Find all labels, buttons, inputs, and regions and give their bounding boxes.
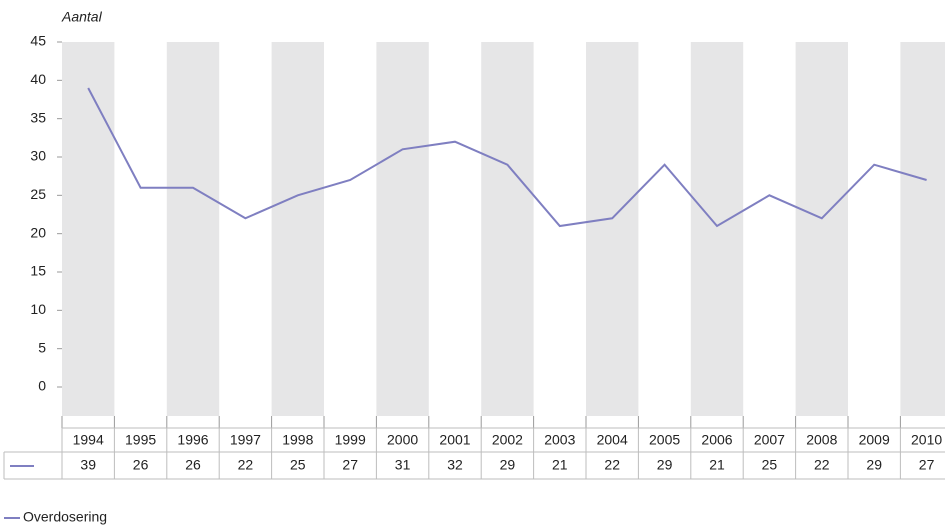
x-tick-label: 1999 [335, 432, 366, 448]
column-band [166, 42, 220, 416]
x-tick-label: 1996 [177, 432, 208, 448]
x-tick-label: 1995 [125, 432, 156, 448]
table-value: 27 [919, 457, 935, 473]
y-tick-label: 30 [30, 148, 46, 164]
x-tick-label: 2002 [492, 432, 523, 448]
table-value: 26 [133, 457, 149, 473]
table-value: 27 [342, 457, 358, 473]
y-tick-label: 25 [30, 186, 46, 202]
x-tick-label: 2007 [754, 432, 785, 448]
table-value: 22 [604, 457, 620, 473]
column-band [481, 42, 534, 416]
x-tick-label: 2001 [439, 432, 470, 448]
table-value: 21 [552, 457, 568, 473]
x-tick-label: 2006 [701, 432, 732, 448]
x-tick-label: 1997 [230, 432, 261, 448]
table-value: 29 [866, 457, 882, 473]
x-tick-label: 2005 [649, 432, 680, 448]
table-value: 25 [762, 457, 778, 473]
y-tick-label: 20 [30, 224, 46, 240]
y-tick-label: 10 [30, 301, 46, 317]
column-band [690, 42, 744, 416]
y-tick-label: 35 [30, 109, 46, 125]
y-axis-label: Aantal [61, 9, 103, 25]
table-value: 22 [238, 457, 254, 473]
column-band [795, 42, 848, 416]
y-tick-label: 40 [30, 71, 46, 87]
table-value: 22 [814, 457, 830, 473]
table-value: 26 [185, 457, 201, 473]
column-band [271, 42, 324, 416]
x-tick-label: 1994 [73, 432, 104, 448]
table-value: 31 [395, 457, 411, 473]
y-tick-label: 45 [30, 33, 46, 49]
table-value: 29 [657, 457, 673, 473]
y-tick-label: 5 [38, 339, 46, 355]
legend-label: Overdosering [23, 509, 107, 525]
table-value: 32 [447, 457, 463, 473]
table-value: 39 [80, 457, 96, 473]
table-value: 25 [290, 457, 306, 473]
y-tick-label: 0 [38, 378, 46, 394]
x-tick-label: 2003 [544, 432, 575, 448]
table-value: 29 [500, 457, 516, 473]
data-line [87, 87, 927, 228]
column-band [900, 42, 945, 416]
x-tick-label: 2000 [387, 432, 418, 448]
column-band [586, 42, 639, 416]
x-tick-label: 2004 [597, 432, 628, 448]
x-tick-label: 2009 [859, 432, 890, 448]
x-tick-label: 2008 [806, 432, 837, 448]
x-tick-label: 1998 [282, 432, 313, 448]
x-tick-label: 2010 [911, 432, 942, 448]
table-value: 21 [709, 457, 725, 473]
y-tick-label: 15 [30, 263, 46, 279]
column-band [62, 42, 115, 416]
column-band [376, 42, 429, 416]
